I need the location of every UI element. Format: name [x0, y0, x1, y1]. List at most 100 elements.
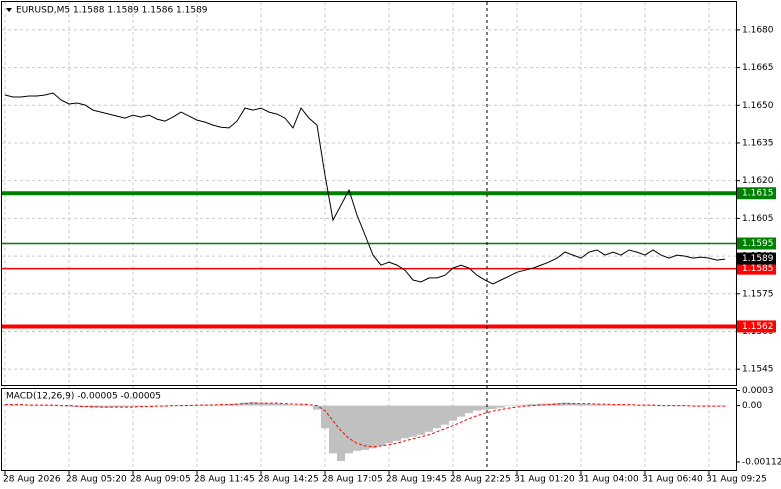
histogram-bar	[593, 404, 601, 406]
histogram-bar	[521, 404, 529, 406]
histogram-bar	[513, 405, 521, 406]
histogram-bar	[297, 404, 305, 406]
histogram-bar	[105, 405, 113, 408]
histogram-bar	[537, 403, 545, 406]
main-frame	[1, 1, 737, 386]
histogram-bar	[481, 405, 489, 410]
histogram-bar	[25, 405, 33, 406]
y-tick-label: 1.1605	[742, 214, 774, 224]
level-label: 1.1615	[742, 189, 774, 199]
histogram-bar	[569, 403, 577, 406]
histogram-bar	[657, 405, 665, 407]
y-tick-label: 1.1680	[742, 25, 774, 35]
x-tick-label: 28 Aug 22:25	[450, 475, 511, 485]
histogram-bar	[673, 405, 681, 407]
level-label: 1.1585	[742, 264, 774, 274]
histogram-bar	[393, 405, 401, 441]
histogram-bar	[473, 405, 481, 411]
histogram-bar	[489, 405, 497, 410]
dropdown-icon	[6, 8, 12, 12]
y-tick-label: 1.1635	[742, 138, 774, 148]
x-tick-label: 28 Aug 09:05	[130, 475, 191, 485]
x-tick-label: 31 Aug 09:25	[706, 475, 767, 485]
x-tick-label: 28 Aug 17:05	[322, 475, 383, 485]
histogram-bar	[649, 405, 657, 407]
x-tick-label: 28 Aug 05:20	[66, 475, 127, 485]
histogram-bar	[257, 402, 265, 406]
y-tick-label: -0.00112	[742, 457, 781, 467]
y-tick-label: 1.1650	[742, 101, 774, 111]
histogram-bar	[121, 405, 129, 408]
signal-line	[5, 402, 725, 448]
level-label: 1.1595	[742, 239, 774, 249]
y-tick-label: 1.1665	[742, 63, 774, 73]
x-tick-label: 28 Aug 14:25	[258, 475, 319, 485]
macd-frame	[1, 388, 737, 471]
histogram-bar	[409, 405, 417, 437]
histogram-bar	[401, 405, 409, 439]
histogram-bar	[169, 405, 177, 407]
last-price-box	[737, 252, 776, 265]
y-tick-label: 1.1620	[742, 176, 774, 186]
histogram-bar	[17, 405, 25, 406]
x-tick-label: 28 Aug 19:45	[386, 475, 447, 485]
histogram-bar	[577, 403, 585, 406]
histogram-bar	[289, 405, 297, 406]
histogram-bar	[185, 405, 193, 406]
histogram-bar	[273, 403, 281, 406]
grid-layer	[2, 2, 736, 471]
histogram-bar	[329, 405, 337, 454]
x-tick-label: 31 Aug 01:20	[514, 475, 575, 485]
histogram-bar	[377, 405, 385, 446]
y-tick-label: 1.1545	[742, 365, 774, 375]
label-layer: 1.15451.15601.15751.15901.16051.16201.16…	[3, 25, 781, 484]
histogram-bar	[65, 405, 73, 407]
histogram-bar	[433, 405, 441, 429]
histogram-bar	[345, 405, 353, 454]
histogram-bar	[449, 405, 457, 421]
histogram-bar	[633, 405, 641, 406]
level-label-box	[737, 237, 776, 250]
x-tick-label: 28 Aug 2026	[3, 475, 61, 485]
histogram-bar	[553, 403, 561, 406]
last-price-label: 1.1589	[742, 254, 774, 264]
level-label-box	[737, 262, 776, 275]
y-tick-label: 0.00	[742, 401, 762, 411]
histogram-bar	[209, 404, 217, 406]
histogram-bar	[361, 405, 369, 450]
histogram-bar	[505, 405, 513, 407]
histogram-bar	[625, 405, 633, 406]
histogram-bar	[89, 405, 97, 408]
data-layer	[1, 92, 736, 461]
macd-title: MACD(12,26,9) -0.00005 -0.00005	[6, 392, 161, 402]
level-label-box	[737, 187, 776, 200]
histogram-bar	[585, 404, 593, 406]
histogram-bar	[265, 403, 273, 406]
histogram-bar	[617, 404, 625, 406]
histogram-bar	[457, 405, 465, 417]
x-tick-label: 28 Aug 11:45	[194, 475, 255, 485]
histogram-bar	[129, 405, 137, 407]
main-title: EURUSD,M5 1.1588 1.1589 1.1586 1.1589	[16, 6, 208, 16]
histogram-bar	[337, 405, 345, 461]
histogram-bar	[529, 404, 537, 406]
histogram-bar	[145, 405, 153, 407]
x-tick-label: 31 Aug 06:40	[642, 475, 703, 485]
histogram-bar	[49, 405, 57, 407]
y-tick-label: 1.1575	[742, 289, 774, 299]
histogram-bar	[697, 405, 705, 407]
histogram-bar	[369, 405, 377, 449]
x-tick-label: 31 Aug 04:00	[578, 475, 639, 485]
histogram-bar	[281, 404, 289, 406]
histogram-bar	[425, 405, 433, 432]
histogram-bar	[313, 405, 321, 410]
histogram-bar	[713, 405, 721, 407]
y-tick-label: 0.0003	[742, 386, 774, 396]
histogram-bar	[385, 405, 393, 444]
histogram-bar	[305, 405, 313, 407]
histogram-bar	[601, 404, 609, 406]
level-label-box	[737, 320, 776, 333]
price-line	[4, 92, 726, 285]
histogram-bar	[417, 405, 425, 435]
